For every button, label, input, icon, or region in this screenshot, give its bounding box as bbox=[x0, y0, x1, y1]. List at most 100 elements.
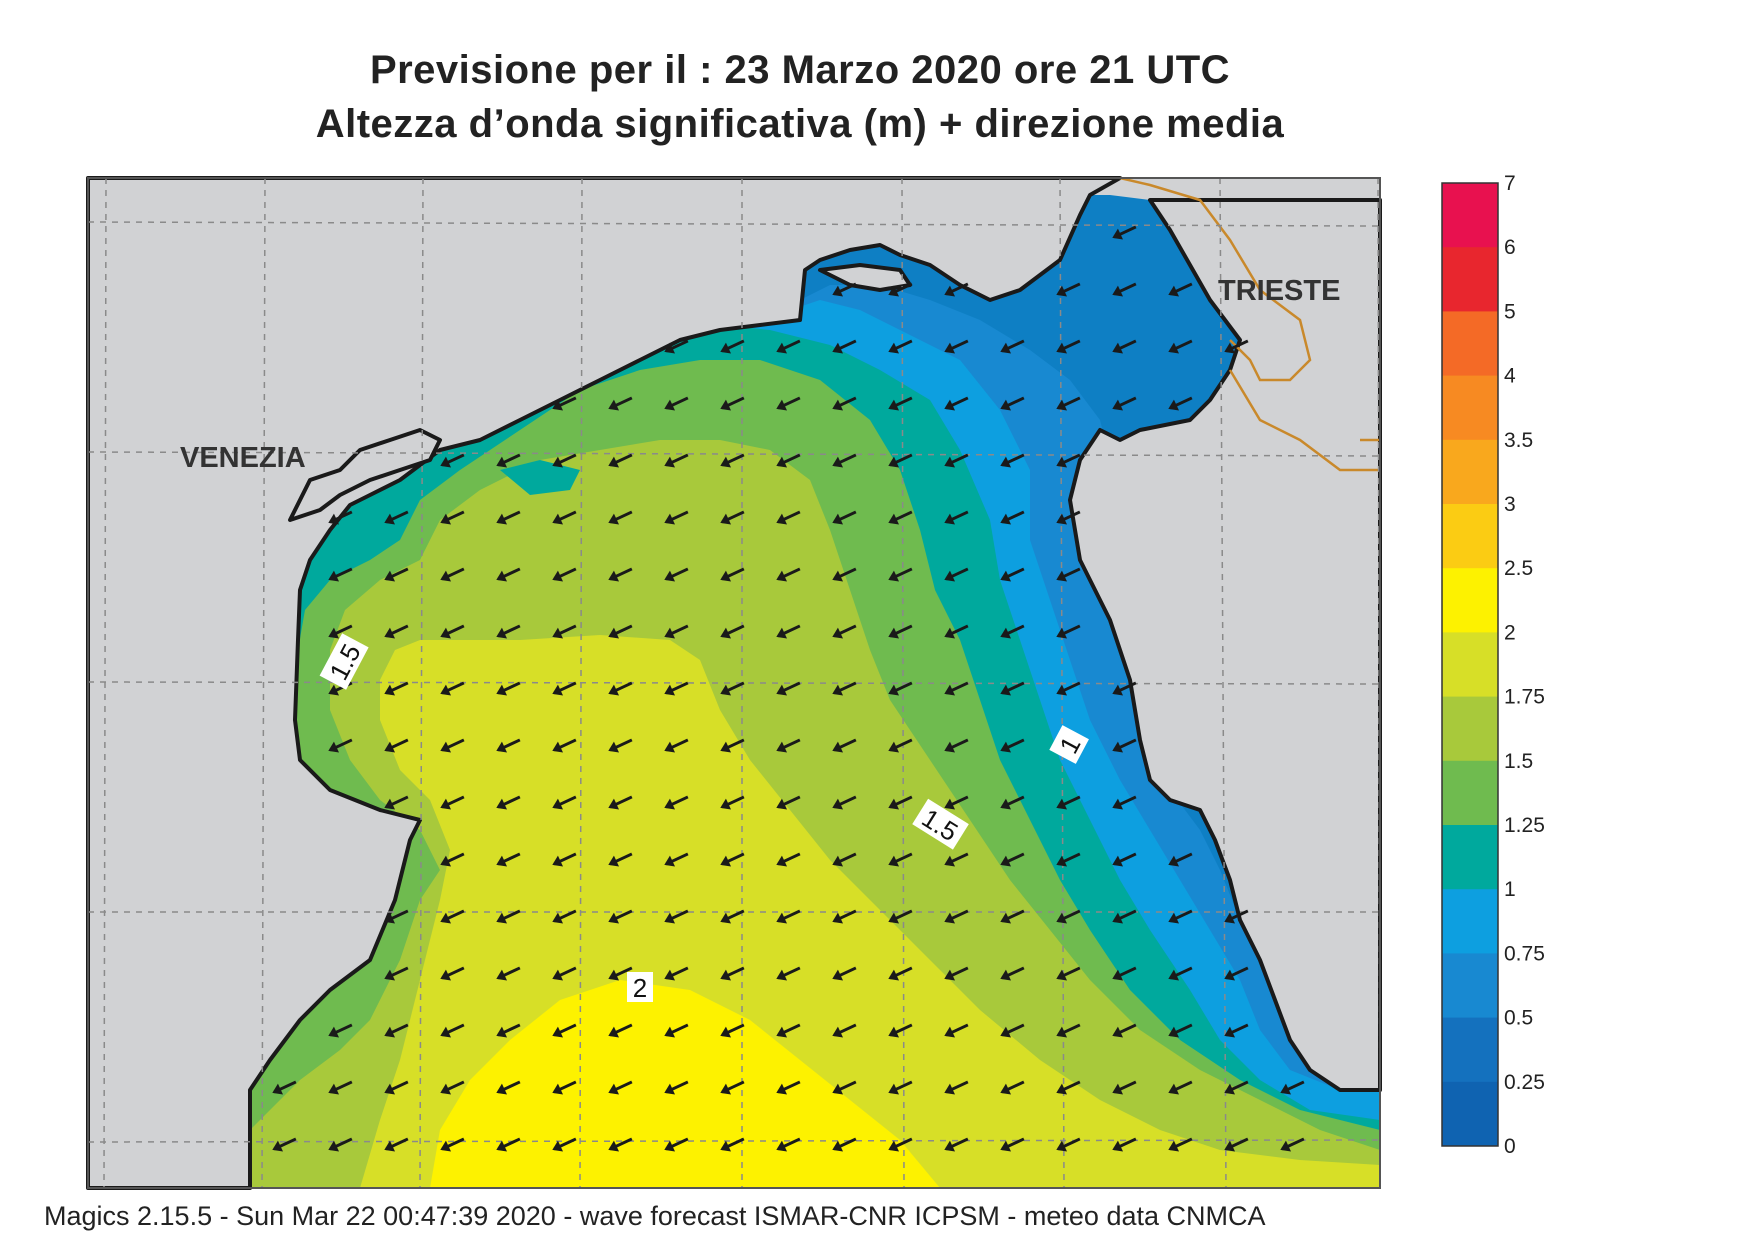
direction-arrow bbox=[944, 738, 969, 753]
direction-arrow bbox=[832, 339, 857, 354]
direction-arrow bbox=[272, 1137, 297, 1152]
colorbar-frame bbox=[1441, 182, 1499, 1147]
colorbar-label: 0 bbox=[1504, 1135, 1516, 1158]
direction-arrow bbox=[384, 1137, 409, 1152]
direction-arrow bbox=[720, 624, 745, 639]
direction-arrow bbox=[888, 966, 913, 981]
direction-arrow bbox=[888, 1137, 913, 1152]
colorbar-label: 2 bbox=[1504, 621, 1516, 644]
direction-arrow bbox=[664, 624, 689, 639]
direction-arrow bbox=[944, 510, 969, 525]
direction-arrow bbox=[608, 681, 633, 696]
colorbar-swatch bbox=[1442, 632, 1498, 698]
direction-arrow bbox=[776, 1023, 801, 1038]
direction-arrow bbox=[776, 624, 801, 639]
direction-arrow bbox=[496, 909, 521, 924]
direction-arrow bbox=[608, 1080, 633, 1095]
direction-arrow bbox=[944, 1023, 969, 1038]
direction-arrow bbox=[832, 282, 857, 297]
direction-arrow bbox=[1056, 1080, 1081, 1095]
direction-arrow bbox=[384, 510, 409, 525]
direction-arrow bbox=[832, 567, 857, 582]
direction-arrow bbox=[720, 738, 745, 753]
direction-arrow bbox=[888, 396, 913, 411]
direction-arrow bbox=[888, 567, 913, 582]
direction-arrow bbox=[832, 624, 857, 639]
colorbar-swatch bbox=[1442, 375, 1498, 441]
direction-arrow bbox=[608, 510, 633, 525]
direction-arrow bbox=[1168, 282, 1193, 297]
direction-arrow bbox=[776, 339, 801, 354]
direction-arrow bbox=[944, 339, 969, 354]
direction-arrow bbox=[832, 738, 857, 753]
colorbar: 7 6 5 4 3.5 3 2.5 2 1.75 1.5 1.25 1 0.75 0.5 0.25 0 bbox=[1441, 172, 1545, 1158]
direction-arrow bbox=[608, 795, 633, 810]
direction-arrow bbox=[440, 738, 465, 753]
direction-arrow bbox=[664, 738, 689, 753]
direction-arrow bbox=[1168, 852, 1193, 867]
direction-arrow bbox=[328, 738, 353, 753]
direction-arrow bbox=[1000, 738, 1025, 753]
country-border bbox=[1119, 176, 1380, 472]
direction-arrow bbox=[944, 453, 969, 468]
contour-label-4: 2 bbox=[627, 972, 653, 1003]
direction-arrow bbox=[1112, 795, 1137, 810]
direction-arrow bbox=[552, 510, 577, 525]
direction-arrow bbox=[608, 396, 633, 411]
direction-arrow bbox=[888, 282, 913, 297]
direction-arrow bbox=[832, 1137, 857, 1152]
direction-arrow bbox=[1112, 396, 1137, 411]
direction-arrow bbox=[1168, 396, 1193, 411]
direction-arrow bbox=[832, 453, 857, 468]
direction-arrow bbox=[1056, 453, 1081, 468]
direction-arrow bbox=[608, 567, 633, 582]
direction-arrow bbox=[1056, 510, 1081, 525]
colorbar-swatch bbox=[1442, 568, 1498, 633]
direction-arrow bbox=[1112, 339, 1137, 354]
direction-arrow bbox=[328, 1080, 353, 1095]
direction-arrow bbox=[552, 624, 577, 639]
direction-arrow bbox=[608, 624, 633, 639]
direction-arrow bbox=[888, 624, 913, 639]
direction-arrow bbox=[720, 1023, 745, 1038]
title-line-2: Altezza d’onda significativa (m) + direz… bbox=[315, 102, 1285, 146]
direction-arrow bbox=[496, 510, 521, 525]
direction-arrow bbox=[832, 681, 857, 696]
direction-arrow bbox=[1056, 339, 1081, 354]
direction-arrow bbox=[440, 966, 465, 981]
direction-arrow bbox=[776, 681, 801, 696]
direction-arrow bbox=[888, 1080, 913, 1095]
colorbar-label: 3.5 bbox=[1504, 429, 1533, 452]
direction-arrow bbox=[944, 567, 969, 582]
direction-arrow bbox=[944, 1137, 969, 1152]
direction-arrow bbox=[1224, 1080, 1249, 1095]
direction-arrow bbox=[496, 738, 521, 753]
direction-arrow bbox=[1224, 1137, 1249, 1152]
direction-arrow bbox=[944, 624, 969, 639]
direction-arrow bbox=[384, 909, 409, 924]
direction-arrow bbox=[944, 1080, 969, 1095]
direction-arrow bbox=[272, 1080, 297, 1095]
direction-arrow bbox=[1056, 1023, 1081, 1038]
direction-arrow bbox=[608, 909, 633, 924]
direction-arrow bbox=[888, 852, 913, 867]
direction-arrow bbox=[1224, 1023, 1249, 1038]
direction-arrow bbox=[776, 909, 801, 924]
direction-arrow bbox=[832, 396, 857, 411]
direction-arrow bbox=[552, 567, 577, 582]
direction-arrow bbox=[608, 1023, 633, 1038]
direction-arrow bbox=[1056, 567, 1081, 582]
direction-arrow bbox=[1000, 852, 1025, 867]
city-label-trieste: TRIESTE bbox=[1218, 275, 1340, 307]
direction-arrow bbox=[1112, 282, 1137, 297]
direction-arrow bbox=[720, 852, 745, 867]
svg-text:2: 2 bbox=[633, 973, 647, 1003]
direction-arrow bbox=[888, 681, 913, 696]
direction-arrow bbox=[440, 1080, 465, 1095]
direction-arrow bbox=[1000, 510, 1025, 525]
direction-arrow bbox=[496, 1137, 521, 1152]
direction-arrow bbox=[1168, 1023, 1193, 1038]
direction-arrow bbox=[552, 966, 577, 981]
direction-arrow bbox=[384, 1080, 409, 1095]
direction-arrow bbox=[328, 624, 353, 639]
